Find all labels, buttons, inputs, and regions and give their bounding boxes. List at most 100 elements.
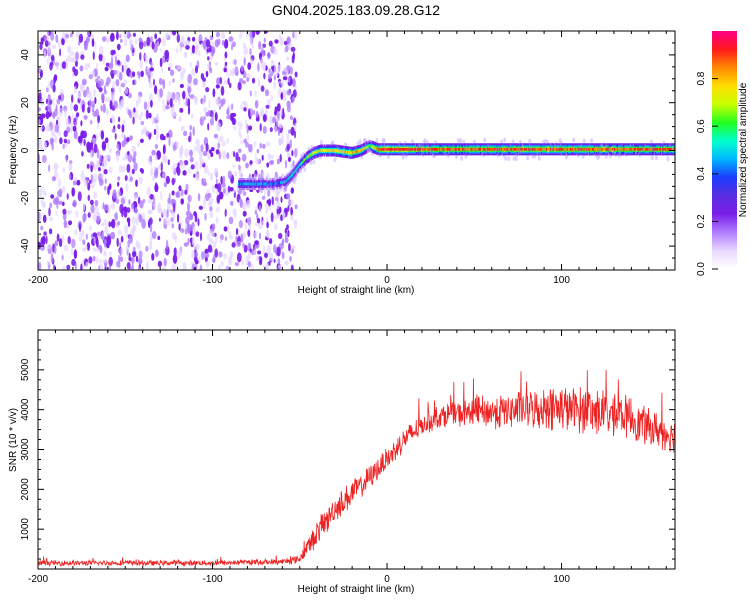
noise-speck — [149, 67, 154, 72]
noise-speck — [118, 104, 121, 109]
noise-speck — [233, 58, 237, 66]
noise-speck — [70, 102, 73, 111]
noise-speck — [188, 135, 191, 143]
ridge-mark — [645, 147, 647, 151]
ridge-mark — [250, 182, 253, 186]
noise-speck — [223, 68, 227, 73]
noise-speck — [149, 93, 153, 103]
noise-speck — [185, 216, 190, 225]
noise-speck — [283, 96, 287, 102]
ridge-halo — [401, 154, 405, 160]
noise-speck — [113, 100, 118, 109]
noise-speck — [289, 115, 294, 121]
ridge-mark — [446, 147, 449, 151]
noise-speck — [263, 37, 266, 43]
noise-speck — [176, 250, 182, 259]
colorbar-tick-label: 0.4 — [696, 166, 707, 180]
ridge-mark — [600, 147, 602, 151]
noise-speck — [160, 67, 164, 74]
ridge-mark — [435, 147, 437, 151]
noise-speck — [130, 202, 135, 210]
ridge-mark — [553, 147, 555, 151]
noise-speck — [65, 154, 68, 163]
noise-speck — [294, 122, 297, 131]
ridge-mark — [516, 147, 519, 151]
noise-speck — [124, 175, 128, 181]
noise-speck — [191, 249, 196, 259]
noise-speck — [183, 242, 189, 247]
noise-speck — [172, 253, 178, 264]
ridge-mark — [566, 147, 569, 151]
noise-speck — [283, 40, 288, 46]
noise-speck — [277, 213, 281, 219]
noise-speck — [208, 211, 214, 219]
ridge-halo — [500, 139, 503, 145]
noise-speck — [254, 240, 259, 246]
noise-speck — [169, 98, 173, 107]
noise-speck — [226, 107, 230, 116]
ridge-mark — [593, 147, 595, 151]
noise-speck — [85, 233, 88, 240]
noise-speck — [132, 79, 135, 85]
ridge-mark — [526, 147, 528, 151]
ridge-mark — [548, 147, 550, 151]
noise-speck — [284, 159, 288, 169]
noise-speck — [50, 54, 55, 62]
noise-speck — [116, 69, 120, 78]
noise-speck — [192, 226, 197, 235]
noise-speck — [119, 256, 124, 263]
noise-speck — [80, 54, 85, 60]
noise-speck — [50, 79, 54, 89]
noise-speck — [102, 155, 108, 165]
noise-speck — [266, 221, 269, 229]
noise-speck — [218, 264, 221, 270]
noise-speck — [90, 120, 93, 125]
ridge-mark — [330, 149, 332, 152]
noise-speck — [289, 139, 293, 149]
noise-speck — [259, 123, 262, 132]
colorbar-gradient — [712, 31, 737, 269]
noise-speck — [226, 68, 229, 77]
noise-speck — [278, 232, 283, 240]
noise-speck — [223, 226, 228, 232]
ridge-mark — [503, 147, 505, 151]
noise-speck — [180, 189, 184, 197]
ridge-mark — [641, 147, 643, 151]
ridge-mark — [514, 147, 517, 151]
noise-speck — [219, 105, 221, 111]
noise-speck — [274, 197, 279, 202]
noise-speck — [71, 94, 74, 103]
noise-speck — [254, 100, 259, 109]
ridge-halo — [331, 140, 335, 146]
noise-speck — [141, 219, 147, 229]
noise-speck — [238, 156, 241, 162]
noise-speck — [268, 99, 271, 109]
noise-speck — [146, 261, 149, 270]
noise-speck — [187, 202, 190, 212]
noise-speck — [82, 203, 86, 211]
ridge-mark — [255, 182, 258, 186]
noise-speck — [51, 44, 57, 49]
noise-speck — [171, 165, 176, 173]
ridge-mark — [357, 149, 360, 153]
noise-speck — [159, 57, 163, 68]
ridge-mark — [290, 174, 293, 178]
noise-speck — [266, 262, 270, 270]
noise-speck — [289, 255, 292, 262]
noise-speck — [75, 210, 79, 218]
noise-speck — [132, 155, 136, 164]
noise-speck — [148, 74, 151, 83]
noise-speck — [87, 63, 91, 69]
noise-speck — [105, 35, 109, 44]
noise-speck — [86, 163, 90, 169]
noise-speck — [48, 164, 51, 172]
noise-speck — [174, 234, 177, 243]
noise-speck — [121, 64, 124, 73]
noise-speck — [172, 144, 176, 152]
noise-speck — [227, 185, 231, 193]
noise-speck — [212, 109, 217, 114]
noise-speck — [151, 41, 155, 50]
x-tick-label: 0 — [384, 275, 390, 286]
noise-speck — [286, 224, 289, 230]
noise-speck — [210, 152, 214, 158]
